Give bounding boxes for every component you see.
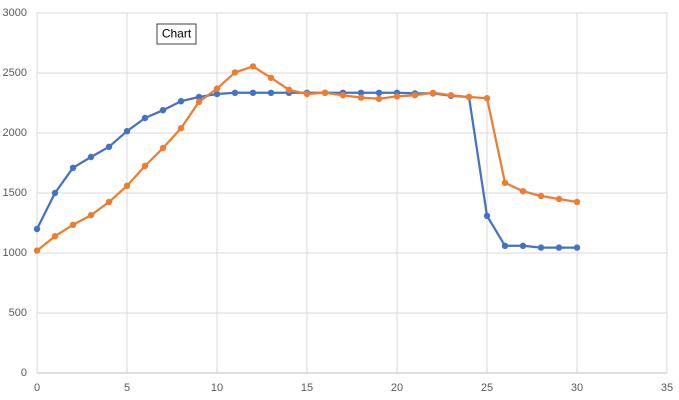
chart-title: Chart (162, 27, 192, 41)
y-tick-label: 3000 (3, 7, 27, 19)
point (519, 188, 527, 195)
point (501, 242, 509, 249)
point (231, 89, 239, 97)
x-tick-label: 5 (124, 382, 130, 394)
point (141, 114, 149, 122)
point (483, 95, 491, 102)
y-tick-label: 1000 (3, 247, 27, 259)
point (51, 189, 59, 197)
point (249, 63, 257, 70)
point (69, 164, 77, 171)
point (573, 198, 581, 206)
point (519, 242, 527, 249)
point (87, 212, 95, 219)
point (555, 195, 563, 203)
x-tick-label: 10 (211, 382, 223, 394)
point (267, 89, 275, 97)
point (357, 89, 365, 97)
point (375, 95, 383, 103)
point (69, 221, 77, 228)
point (141, 162, 149, 170)
point (555, 244, 563, 251)
point (33, 225, 41, 233)
point (375, 89, 383, 97)
point (411, 92, 419, 99)
point (303, 90, 311, 98)
y-tick-label: 2500 (3, 67, 27, 79)
x-tick-label: 0 (34, 382, 40, 394)
point (357, 94, 365, 101)
title-box (156, 23, 197, 45)
point (33, 247, 41, 254)
point (267, 74, 275, 82)
point (339, 92, 347, 99)
point (483, 212, 491, 219)
point (177, 125, 185, 132)
point (159, 107, 167, 114)
x-tick-label: 15 (301, 382, 313, 394)
x-tick-label: 30 (571, 382, 583, 394)
point (195, 98, 203, 106)
x-tick-label: 35 (661, 382, 673, 394)
point (249, 89, 257, 97)
point (213, 90, 221, 98)
point (321, 89, 329, 97)
point (447, 92, 455, 99)
x-tick-label: 25 (481, 382, 493, 394)
point (105, 198, 113, 206)
y-tick-label: 2000 (3, 127, 27, 139)
point (231, 69, 239, 76)
point (87, 153, 95, 161)
x-tick-label: 20 (391, 382, 403, 394)
point (51, 233, 59, 240)
point (195, 93, 203, 101)
point (429, 89, 437, 97)
point (573, 244, 581, 251)
point (393, 93, 401, 100)
point (123, 128, 131, 135)
point (159, 144, 167, 152)
point (537, 244, 545, 251)
point (123, 182, 131, 189)
point (213, 85, 221, 92)
y-tick-label: 0 (21, 367, 27, 379)
point (285, 86, 293, 94)
point (177, 98, 185, 105)
point (501, 179, 509, 186)
y-tick-label: 1500 (3, 187, 27, 199)
point (537, 192, 545, 200)
point (105, 143, 113, 150)
point (465, 93, 473, 101)
y-tick-label: 500 (9, 307, 27, 319)
